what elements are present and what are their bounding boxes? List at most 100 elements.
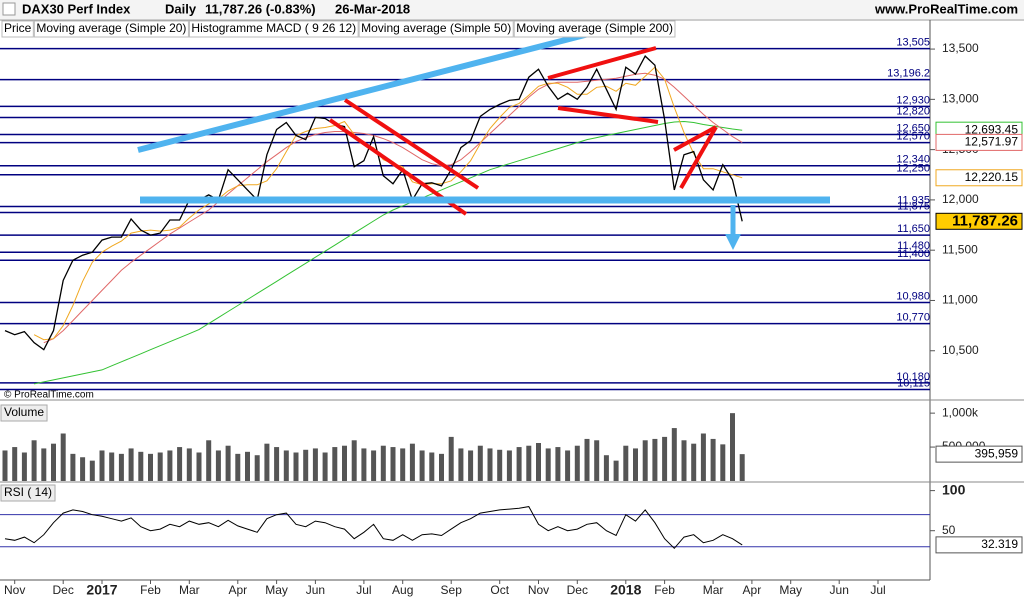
y-tick-label: 50 [942, 523, 956, 537]
volume-bar [235, 453, 241, 481]
volume-bar [196, 452, 202, 481]
x-tick-label: May [779, 583, 802, 597]
level-label: 12,650 [896, 122, 930, 134]
level-label: 12,250 [896, 163, 930, 175]
volume-bar [565, 450, 571, 481]
x-tick-label: Dec [53, 583, 74, 597]
x-tick-label: Mar [179, 583, 200, 597]
volume-bar [118, 453, 124, 481]
end-label-box [935, 212, 1023, 230]
price-line [4, 55, 743, 351]
legend: Price Moving average (Simple 20) Histogram… [1, 20, 676, 38]
trendlines [137, 25, 830, 250]
volume-bar [720, 444, 726, 481]
x-tick-label: Oct [490, 583, 509, 597]
x-tick-label: 2018 [610, 582, 641, 598]
ma-line [43, 72, 743, 344]
header-date: 26-Mar-2018 [335, 1, 410, 16]
x-tick-label: Sep [441, 583, 463, 597]
header-site: www.ProRealTime.com [874, 1, 1018, 16]
level-label: 10,115 [897, 377, 930, 389]
volume-bar [322, 452, 328, 481]
end-label-box [935, 133, 1023, 151]
volume-bar [603, 455, 609, 481]
end-label-box [935, 445, 1023, 463]
end-label-box [935, 169, 1023, 187]
volume-bar [584, 438, 590, 481]
volume-bar [245, 451, 250, 481]
volume-bar [109, 452, 115, 481]
volume-bar [691, 443, 697, 481]
volume-bar [555, 447, 561, 481]
trendline [673, 125, 717, 152]
volume-bar [283, 450, 289, 481]
watermark: © ProRealTime.com [4, 390, 94, 401]
volume-bar [225, 445, 231, 481]
volume-bar [448, 436, 454, 481]
volume-bar [671, 428, 677, 481]
legend-box [33, 20, 189, 38]
x-tick-label: Jul [870, 583, 885, 597]
volume-bar [12, 447, 18, 481]
volume-bar [487, 448, 493, 481]
volume-bar [652, 438, 658, 481]
volume-bar [70, 453, 76, 481]
level-label: 12,820 [896, 105, 930, 117]
volume-bar [730, 413, 735, 481]
level-label: 10,980 [896, 290, 930, 302]
volume-bar [390, 447, 396, 481]
y-tick-label: 100 [942, 481, 966, 497]
volume-bar [371, 450, 377, 481]
volume-bar [293, 452, 299, 481]
volume-bar [31, 440, 37, 481]
volume-bar [157, 452, 163, 481]
end-label: 395,959 [975, 446, 1019, 460]
volume-bar [303, 449, 309, 481]
trendline [547, 46, 657, 80]
end-label: 32.319 [981, 537, 1018, 551]
level-label: 12,570 [896, 130, 930, 142]
volume-bar [574, 445, 580, 481]
level-label: 13,505 [896, 36, 930, 48]
volume-bar [215, 450, 221, 481]
volume-bar [148, 453, 153, 481]
volume-bar [623, 445, 629, 481]
volume-bar [21, 452, 27, 481]
legend-entry: Moving average (Simple 20) [36, 21, 186, 35]
legend-entry: Moving average (Simple 200) [516, 21, 673, 35]
end-label-box [935, 536, 1023, 554]
y-tick-label: 13,000 [942, 92, 979, 106]
volume-bar [186, 448, 192, 481]
end-label: 11,787.26 [952, 212, 1018, 229]
volume-bar [312, 448, 318, 481]
volume-bar [526, 445, 532, 481]
volume-bar [439, 453, 444, 481]
volume-bar [497, 449, 503, 481]
legend-box [513, 20, 676, 38]
legend-box [188, 20, 359, 38]
header-period: Daily [165, 1, 197, 16]
level-label: 10,180 [896, 371, 930, 383]
level-label: 11,875 [897, 200, 930, 212]
volume-bar [332, 447, 338, 481]
x-tick-label: Mar [703, 583, 724, 597]
volume-bar [351, 440, 357, 481]
volume-bar [613, 460, 619, 481]
legend-entry: Moving average (Simple 50) [361, 21, 511, 35]
legend-entry: Price [4, 21, 32, 35]
trendline [557, 106, 659, 124]
level-label: 11,650 [897, 223, 930, 235]
volume-bar [128, 448, 134, 481]
volume-bar [633, 448, 638, 481]
volume-bar [264, 443, 270, 481]
volume-bar [710, 438, 716, 481]
volume-bar [254, 455, 260, 481]
volume-bar [206, 440, 212, 481]
x-tick-label: Nov [528, 583, 549, 597]
legend-entry: Histogramme MACD ( 9 26 12) [191, 21, 356, 35]
x-tick-label: Nov [4, 583, 25, 597]
x-tick-label: Jul [356, 583, 371, 597]
x-tick-label: Feb [140, 583, 161, 597]
